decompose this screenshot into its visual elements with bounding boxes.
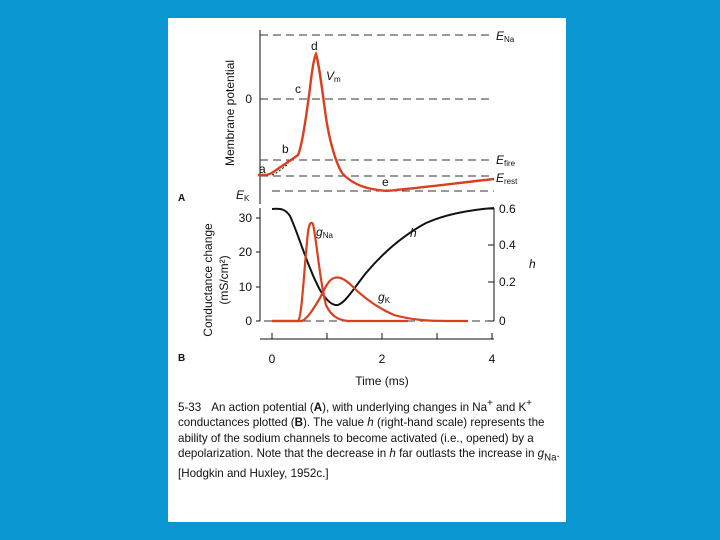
- caption-bold-a: A: [313, 400, 323, 414]
- gna-curve: [272, 221, 408, 323]
- e-k-label: EK: [236, 188, 250, 203]
- e-na-label: ENa: [496, 29, 515, 44]
- phase-label-b: b: [282, 142, 289, 156]
- h-curve: [271, 207, 495, 307]
- time-tick-label: 0: [269, 352, 276, 366]
- right-tick-label: 0.4: [499, 238, 516, 252]
- time-axis-label: Time (ms): [355, 374, 409, 388]
- caption-text: and K: [495, 400, 527, 414]
- gna-label: gNa: [316, 225, 333, 240]
- action-potential-curve: [258, 50, 495, 192]
- caption-text: far outlasts the increase in: [395, 447, 538, 461]
- panel-b-label: B: [178, 353, 185, 364]
- panel-a: Membrane potential 0 ENa Efire Erest EK …: [178, 29, 518, 204]
- caption-text: . [Hodgkin and Huxley, 1952c.]: [178, 447, 560, 480]
- figure-caption: 5-33 An action potential (A), with underl…: [178, 396, 562, 481]
- caption-text: An action potential (: [211, 400, 314, 414]
- caption-sup: +: [487, 398, 493, 409]
- vm-label: Vm: [326, 69, 341, 84]
- e-rest-label: Erest: [496, 171, 518, 186]
- phase-label-e: e: [382, 175, 389, 189]
- zero-tick-label: 0: [245, 92, 252, 106]
- caption-text: ), with underlying changes in Na: [322, 400, 488, 414]
- caption-italic-h: h: [389, 447, 396, 461]
- caption-text: ). The value: [303, 416, 368, 430]
- membrane-potential-label: Membrane potential: [223, 60, 237, 166]
- gk-label: gK: [378, 290, 391, 305]
- left-tick-label: 0: [245, 314, 252, 328]
- figure-card: Membrane potential 0 ENa Efire Erest EK …: [168, 18, 566, 522]
- time-tick-label: 4: [489, 352, 496, 366]
- right-tick-label: 0.2: [499, 275, 516, 289]
- panel-b: Conductance change (mS/cm²) 30 20 10 0 0…: [178, 202, 536, 388]
- caption-bold-b: B: [294, 416, 304, 430]
- caption-text: conductances plotted (: [178, 416, 295, 430]
- h-curve-label: h: [410, 226, 417, 240]
- caption-sup: +: [526, 398, 532, 409]
- panel-a-label: A: [178, 193, 185, 204]
- left-tick-label: 30: [239, 211, 253, 225]
- caption-italic-g: g: [537, 447, 545, 461]
- left-tick-label: 20: [239, 245, 253, 259]
- phase-label-c: c: [295, 82, 301, 96]
- figure-canvas: Membrane potential 0 ENa Efire Erest EK …: [178, 29, 536, 388]
- conductance-label: Conductance change: [201, 223, 215, 337]
- phase-label-a: a: [259, 162, 266, 176]
- conductance-unit-label: (mS/cm²): [217, 255, 231, 304]
- subthreshold-curve: [271, 163, 290, 176]
- right-tick-label: 0.6: [499, 202, 516, 216]
- right-tick-label: 0: [499, 314, 506, 328]
- e-fire-label: Efire: [496, 153, 516, 168]
- gk-curve: [272, 276, 468, 323]
- phase-label-d: d: [311, 39, 318, 53]
- right-axis-label: h: [529, 257, 536, 271]
- caption-text: (right-hand scale) represents the abilit…: [178, 416, 545, 461]
- caption-number: 5-33: [178, 400, 202, 414]
- left-tick-label: 10: [239, 280, 253, 294]
- caption-sub: Na: [544, 452, 557, 464]
- caption-italic-h: h: [367, 416, 374, 430]
- time-tick-label: 2: [379, 352, 386, 366]
